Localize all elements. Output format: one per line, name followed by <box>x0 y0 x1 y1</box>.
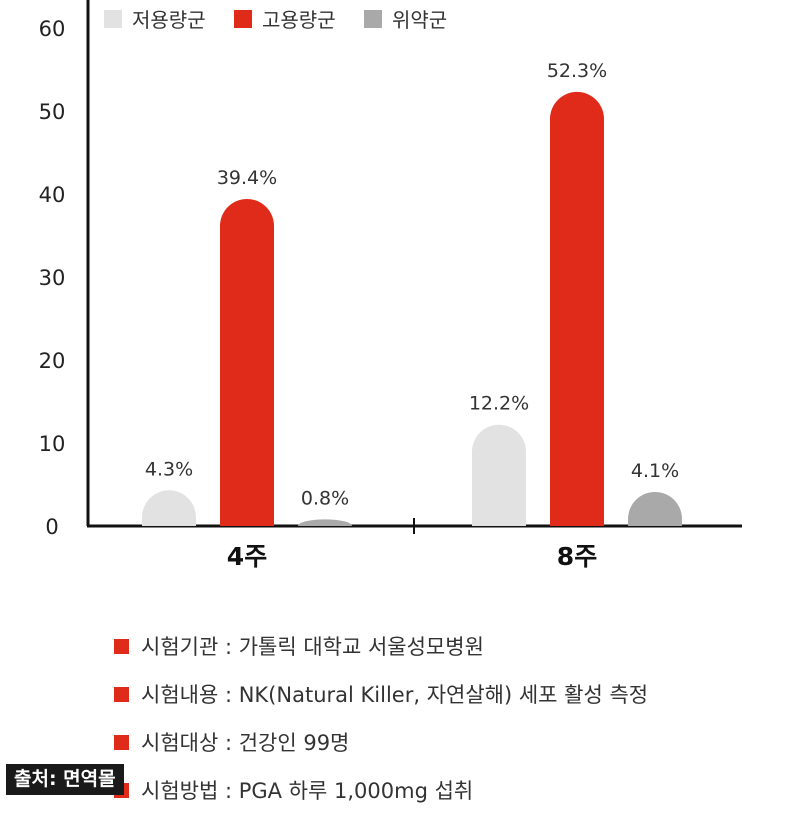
bar <box>472 424 526 526</box>
bar-value-label: 4.3% <box>145 458 193 480</box>
legend-label: 위약군 <box>392 8 447 32</box>
y-tick-label: 0 <box>45 515 58 539</box>
legend-swatch <box>364 10 382 28</box>
bar-value-label: 0.8% <box>301 487 349 509</box>
y-tick-label: 60 <box>39 17 66 41</box>
note-text: 시험내용 : NK(Natural Killer, 자연살해) 세포 활성 측정 <box>141 683 649 707</box>
note-text: 시험대상 : 건강인 99명 <box>141 731 350 755</box>
bar <box>550 91 604 526</box>
study-notes: 시험기관 : 가톨릭 대학교 서울성모병원 시험내용 : NK(Natural … <box>114 622 648 814</box>
bar-value-label: 4.1% <box>631 460 679 482</box>
y-tick-label: 50 <box>39 100 66 124</box>
source-badge: 출처: 면역몰 <box>6 764 124 795</box>
note-item: 시험기관 : 가톨릭 대학교 서울성모병원 <box>114 622 648 670</box>
bullet-square-icon <box>114 734 129 750</box>
legend-swatch <box>104 10 122 28</box>
bar-chart: 0 10 20 30 40 50 60 4.3% 39.4% 0.8% 4주 12.2% 52.3% 4.… <box>39 0 742 571</box>
y-tick-label: 10 <box>39 432 66 456</box>
note-item: 시험내용 : NK(Natural Killer, 자연살해) 세포 활성 측정 <box>114 670 648 718</box>
bar <box>220 198 274 526</box>
note-item: 시험방법 : PGA 하루 1,000mg 섭취 <box>114 766 648 814</box>
bar-value-label: 52.3% <box>547 60 607 82</box>
y-tick-label: 20 <box>39 349 66 373</box>
y-tick-label: 40 <box>39 183 66 207</box>
legend-swatch <box>234 10 252 28</box>
y-tick-label: 30 <box>39 266 66 290</box>
bar <box>628 491 682 526</box>
x-tick-label: 8주 <box>557 542 597 571</box>
bar-value-label: 12.2% <box>469 393 529 415</box>
x-tick-label: 4주 <box>227 542 267 571</box>
bar <box>298 519 352 526</box>
note-text: 시험방법 : PGA 하루 1,000mg 섭취 <box>141 779 474 803</box>
note-text: 시험기관 : 가톨릭 대학교 서울성모병원 <box>141 635 484 659</box>
legend-label: 고용량군 <box>262 8 336 32</box>
bullet-square-icon <box>114 638 129 654</box>
bar <box>142 490 196 526</box>
legend-label: 저용량군 <box>132 8 206 32</box>
note-item: 시험대상 : 건강인 99명 <box>114 718 648 766</box>
bar-value-label: 39.4% <box>217 167 277 189</box>
bullet-square-icon <box>114 686 129 702</box>
